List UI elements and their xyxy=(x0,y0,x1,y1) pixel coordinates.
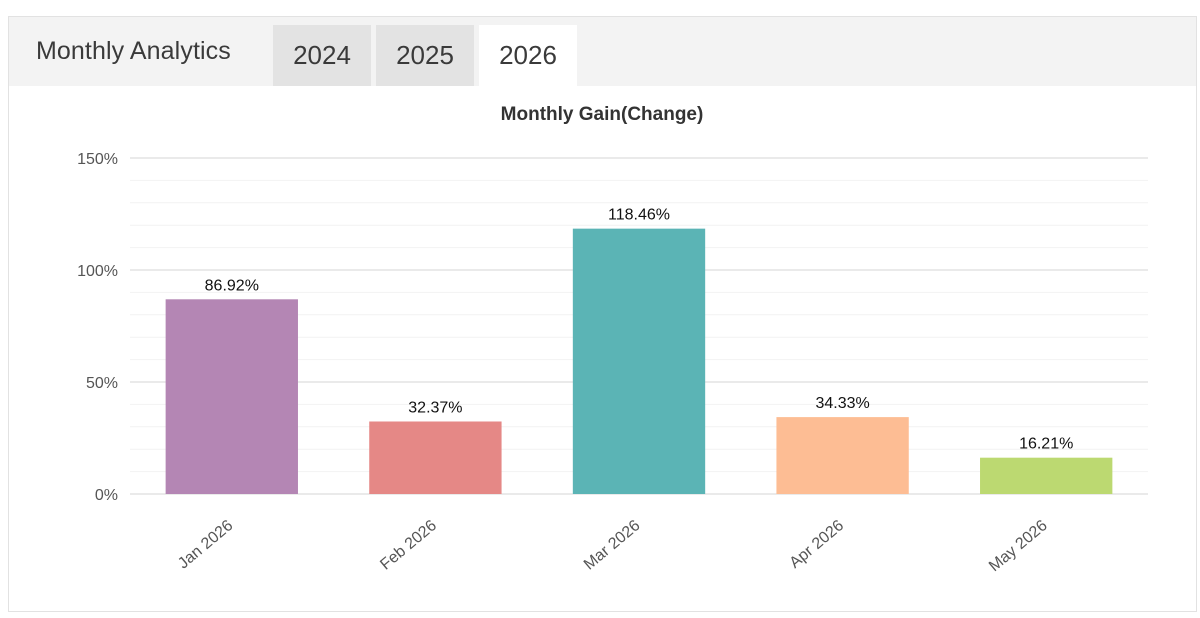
tab-2026[interactable]: 2026 xyxy=(479,25,577,86)
data-label: 86.92% xyxy=(205,277,259,294)
y-tick-label: 100% xyxy=(77,263,118,280)
bar[interactable] xyxy=(165,299,298,494)
y-tick-label: 50% xyxy=(86,375,118,392)
bars xyxy=(165,228,1113,494)
panel-title: Monthly Analytics xyxy=(36,37,231,65)
x-axis-ticks: Jan 2026 Feb 2026 Mar 2026 Apr 2026 May 2026 xyxy=(175,517,1051,575)
chart-title: Monthly Gain(Change) xyxy=(501,104,704,125)
x-tick-label: Feb 2026 xyxy=(377,517,440,574)
bar[interactable] xyxy=(572,228,706,494)
tab-2024[interactable]: 2024 xyxy=(273,25,371,86)
panel-header: Monthly Analytics 2024 2025 2026 xyxy=(9,17,1196,86)
data-label: 32.37% xyxy=(408,399,462,416)
data-label: 118.46% xyxy=(608,207,670,224)
y-tick-label: 150% xyxy=(77,151,118,168)
data-label: 34.33% xyxy=(815,395,869,412)
y-axis-ticks: 0% 50% 100% 150% xyxy=(77,151,118,504)
x-tick-label: Jan 2026 xyxy=(175,517,236,572)
data-label: 16.21% xyxy=(1019,436,1073,453)
x-tick-label: May 2026 xyxy=(986,517,1051,575)
tab-2025[interactable]: 2025 xyxy=(376,25,474,86)
x-tick-label: Apr 2026 xyxy=(786,517,847,572)
x-tick-label: Mar 2026 xyxy=(581,517,644,574)
bar[interactable] xyxy=(980,457,1113,494)
data-labels: 86.92% 32.37% 118.46% 34.33% 16.21% xyxy=(205,207,1074,453)
y-tick-label: 0% xyxy=(95,487,118,504)
bar[interactable] xyxy=(369,421,502,494)
bar[interactable] xyxy=(776,417,909,494)
